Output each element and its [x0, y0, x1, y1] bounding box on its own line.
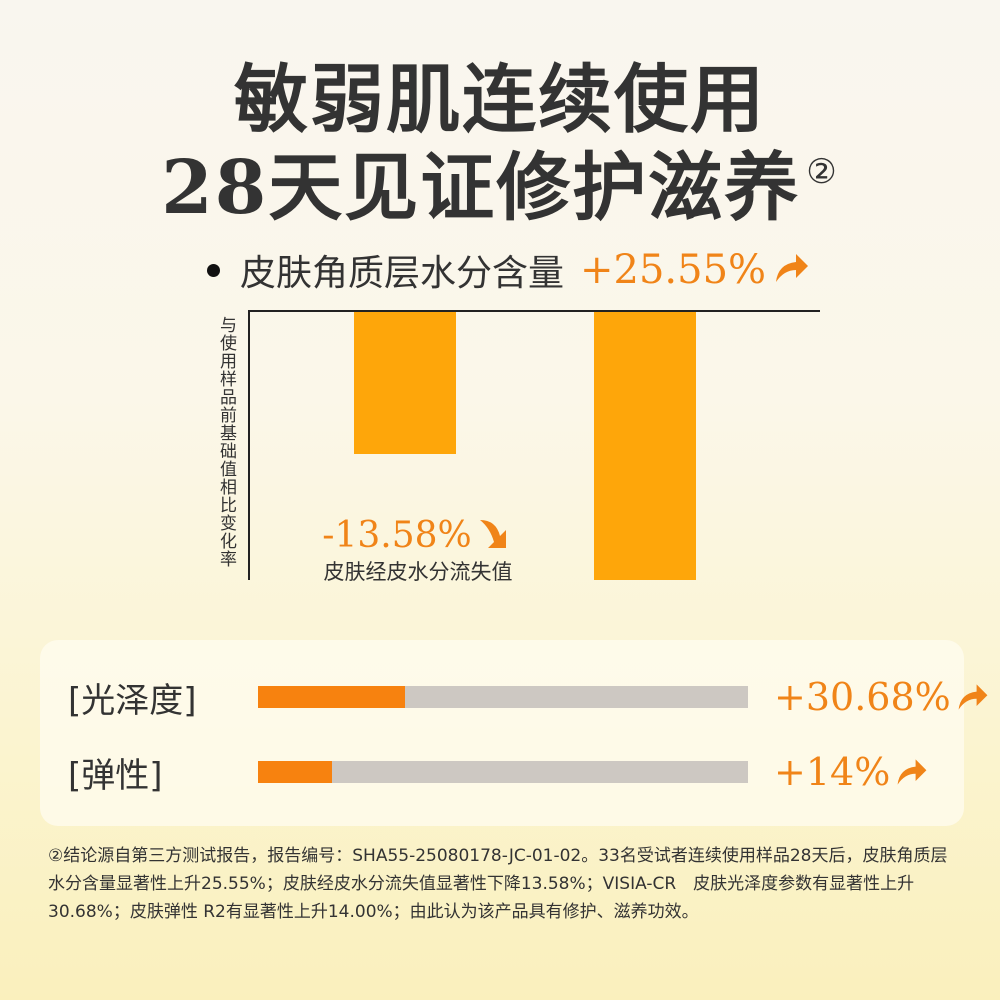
title-line2-text: 28天见证修护滋养 — [161, 145, 801, 231]
arrow-up-icon — [958, 684, 988, 710]
footnote: ②结论源自第三方测试报告，报告编号：SHA55-25080178-JC-01-0… — [48, 846, 948, 922]
chart-bar-tewl-category: 皮肤经皮水分流失值 — [323, 560, 513, 584]
progress-fill-elasticity — [258, 761, 332, 783]
chart-bar-tewl — [354, 312, 456, 455]
chart-bar-tewl-value-row: -13.58% — [298, 514, 538, 556]
page-title-line2: 28天见证修护滋养 ② — [0, 128, 1000, 235]
progress-track-gloss — [258, 686, 748, 708]
footnote-mark: ② — [806, 152, 839, 192]
chart-bar-tewl-label: -13.58% 皮肤经皮水分流失值 — [298, 514, 538, 586]
chart-y-axis — [248, 310, 250, 580]
metrics-panel: [光泽度] +30.68% [弹性] +14% — [40, 640, 988, 826]
progress-value-gloss-text: +30.68% — [774, 675, 951, 719]
bullet-dot-icon — [207, 263, 220, 277]
highlight-metric-value: +25.55% — [580, 247, 767, 293]
arrow-up-icon — [772, 248, 812, 292]
progress-row-gloss: [光泽度] +30.68% — [68, 672, 988, 722]
chart-bar-hydration — [594, 312, 696, 580]
progress-label-gloss: [光泽度] — [68, 680, 197, 721]
progress-value-gloss: +30.68% — [774, 675, 991, 719]
page-title-line1: 敏弱肌连续使用 — [234, 57, 766, 143]
chart-bar-tewl-value: -13.58% — [322, 514, 472, 556]
progress-fill-gloss — [258, 686, 405, 708]
chart-y-axis-label: 与使用样品前基础值相比变化率 — [216, 316, 236, 568]
highlight-metric-label: 皮肤角质层水分含量 — [240, 253, 565, 294]
progress-value-elasticity: +14% — [774, 750, 930, 794]
progress-track-elasticity — [258, 761, 748, 783]
arrow-down-icon — [476, 514, 514, 556]
chart-x-axis — [248, 310, 820, 312]
progress-label-elasticity: [弹性] — [68, 755, 163, 796]
progress-value-elasticity-text: +14% — [774, 750, 891, 794]
highlight-metric: 皮肤角质层水分含量 +25.55% — [207, 242, 812, 298]
arrow-up-icon — [897, 759, 927, 785]
progress-row-elasticity: [弹性] +14% — [68, 747, 948, 797]
bar-chart: -13.58% 皮肤经皮水分流失值 — [248, 310, 820, 584]
